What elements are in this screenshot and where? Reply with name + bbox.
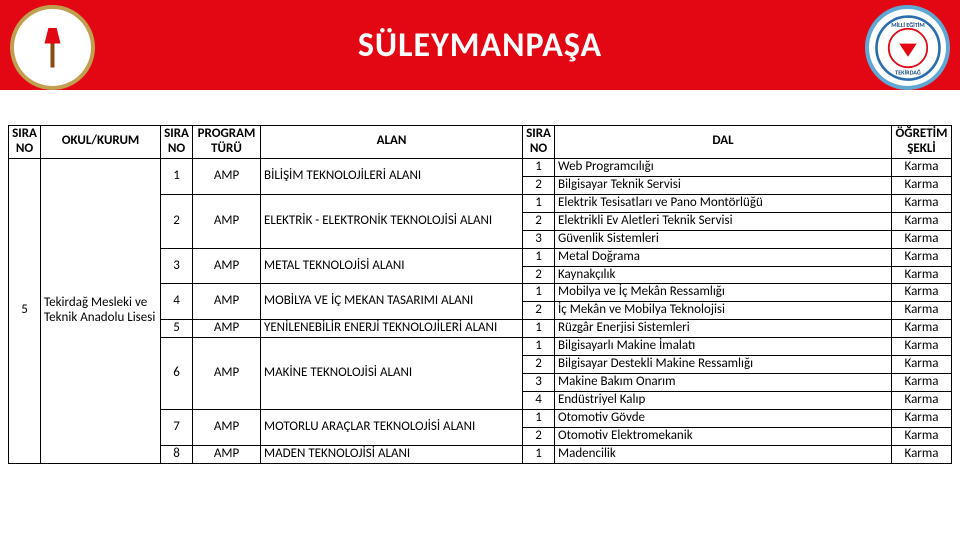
dal-adi: Mobilya ve İç Mekân Ressamlığı (555, 284, 892, 302)
dal-sira: 2 (523, 302, 555, 320)
ogretim-sekli: Karma (892, 266, 952, 284)
alan-sira: 8 (161, 445, 193, 463)
alan-adi: MOTORLU ARAÇLAR TEKNOLOJİSİ ALANI (261, 410, 523, 446)
dal-sira: 2 (523, 176, 555, 194)
dal-sira: 1 (523, 410, 555, 428)
col-sira3: SIRA NO (523, 126, 555, 159)
ogretim-sekli: Karma (892, 320, 952, 338)
ogretim-sekli: Karma (892, 212, 952, 230)
dal-adi: Bilgisayarlı Makine İmalatı (555, 338, 892, 356)
col-dal: DAL (555, 126, 892, 159)
program-turu: AMP (193, 445, 261, 463)
dal-sira: 1 (523, 248, 555, 266)
content-area: SIRA NO OKUL/KURUM SIRA NO PROGRAM TÜRÜ … (0, 90, 960, 464)
col-program: PROGRAM TÜRÜ (193, 126, 261, 159)
alan-adi: METAL TEKNOLOJİSİ ALANI (261, 248, 523, 284)
okul-sira: 5 (9, 158, 41, 463)
dal-sira: 2 (523, 356, 555, 374)
ogretim-sekli: Karma (892, 410, 952, 428)
header-bar: SÜLEYMANPAŞA MİLLİ EĞİTİM TEKİRDAĞ (0, 0, 960, 90)
dal-sira: 1 (523, 284, 555, 302)
alan-adi: MOBİLYA VE İÇ MEKAN TASARIMI ALANI (261, 284, 523, 320)
col-sira2: SIRA NO (161, 126, 193, 159)
program-turu: AMP (193, 248, 261, 284)
ogretim-sekli: Karma (892, 445, 952, 463)
dal-adi: Otomotiv Elektromekanik (555, 427, 892, 445)
dal-adi: Otomotiv Gövde (555, 410, 892, 428)
ogretim-sekli: Karma (892, 392, 952, 410)
ogretim-sekli: Karma (892, 302, 952, 320)
alan-adi: MADEN TEKNOLOJİSİ ALANI (261, 445, 523, 463)
program-turu: AMP (193, 194, 261, 248)
dal-adi: İç Mekân ve Mobilya Teknolojisi (555, 302, 892, 320)
alan-sira: 2 (161, 194, 193, 248)
table-body: 5Tekirdağ Mesleki ve Teknik Anadolu Lise… (9, 158, 952, 463)
page-title: SÜLEYMANPAŞA (358, 25, 602, 66)
col-sira1: SIRA NO (9, 126, 41, 159)
logo-right: MİLLİ EĞİTİM TEKİRDAĞ (865, 5, 950, 90)
alan-adi: ELEKTRİK - ELEKTRONİK TEKNOLOJİSİ ALANI (261, 194, 523, 248)
alan-sira: 3 (161, 248, 193, 284)
ogretim-sekli: Karma (892, 374, 952, 392)
ogretim-sekli: Karma (892, 248, 952, 266)
alan-sira: 6 (161, 338, 193, 410)
dal-sira: 3 (523, 374, 555, 392)
dal-sira: 4 (523, 392, 555, 410)
dal-adi: Elektrik Tesisatları ve Pano Montörlüğü (555, 194, 892, 212)
ogretim-sekli: Karma (892, 427, 952, 445)
dal-adi: Endüstriyel Kalıp (555, 392, 892, 410)
dal-adi: Madencilik (555, 445, 892, 463)
alan-adi: BİLİŞİM TEKNOLOJİLERİ ALANI (261, 158, 523, 194)
program-turu: AMP (193, 338, 261, 410)
alan-sira: 1 (161, 158, 193, 194)
dal-sira: 3 (523, 230, 555, 248)
logo-left (10, 5, 95, 90)
dal-adi: Web Programcılığı (555, 158, 892, 176)
dal-adi: Elektrikli Ev Aletleri Teknik Servisi (555, 212, 892, 230)
dal-sira: 1 (523, 320, 555, 338)
program-turu: AMP (193, 284, 261, 320)
col-okul: OKUL/KURUM (41, 126, 161, 159)
dal-sira: 1 (523, 158, 555, 176)
dal-sira: 1 (523, 194, 555, 212)
dal-adi: Makine Bakım Onarım (555, 374, 892, 392)
meb-logo-icon (10, 5, 95, 90)
alan-sira: 4 (161, 284, 193, 320)
table-header-row: SIRA NO OKUL/KURUM SIRA NO PROGRAM TÜRÜ … (9, 126, 952, 159)
dal-sira: 1 (523, 338, 555, 356)
okul-name: Tekirdağ Mesleki ve Teknik Anadolu Lises… (41, 158, 161, 463)
ogretim-sekli: Karma (892, 338, 952, 356)
dal-adi: Bilgisayar Teknik Servisi (555, 176, 892, 194)
alan-adi: YENİLENEBİLİR ENERJİ TEKNOLOJİLERİ ALANI (261, 320, 523, 338)
mudurluk-logo-icon: MİLLİ EĞİTİM TEKİRDAĞ (865, 5, 950, 90)
program-turu: AMP (193, 410, 261, 446)
svg-text:MİLLİ EĞİTİM: MİLLİ EĞİTİM (891, 21, 925, 29)
dal-sira: 2 (523, 212, 555, 230)
dal-adi: Metal Doğrama (555, 248, 892, 266)
program-table: SIRA NO OKUL/KURUM SIRA NO PROGRAM TÜRÜ … (8, 125, 952, 464)
dal-sira: 2 (523, 266, 555, 284)
dal-adi: Güvenlik Sistemleri (555, 230, 892, 248)
ogretim-sekli: Karma (892, 158, 952, 176)
alan-adi: MAKİNE TEKNOLOJİSİ ALANI (261, 338, 523, 410)
alan-sira: 5 (161, 320, 193, 338)
program-turu: AMP (193, 320, 261, 338)
dal-adi: Rüzgâr Enerjisi Sistemleri (555, 320, 892, 338)
table-row: 5Tekirdağ Mesleki ve Teknik Anadolu Lise… (9, 158, 952, 176)
col-ogretim: ÖĞRETİM ŞEKLİ (892, 126, 952, 159)
alan-sira: 7 (161, 410, 193, 446)
col-alan: ALAN (261, 126, 523, 159)
dal-sira: 2 (523, 427, 555, 445)
ogretim-sekli: Karma (892, 356, 952, 374)
program-turu: AMP (193, 158, 261, 194)
dal-adi: Bilgisayar Destekli Makine Ressamlığı (555, 356, 892, 374)
ogretim-sekli: Karma (892, 284, 952, 302)
dal-adi: Kaynakçılık (555, 266, 892, 284)
dal-sira: 1 (523, 445, 555, 463)
ogretim-sekli: Karma (892, 176, 952, 194)
ogretim-sekli: Karma (892, 194, 952, 212)
svg-text:TEKİRDAĞ: TEKİRDAĞ (895, 68, 921, 76)
ogretim-sekli: Karma (892, 230, 952, 248)
